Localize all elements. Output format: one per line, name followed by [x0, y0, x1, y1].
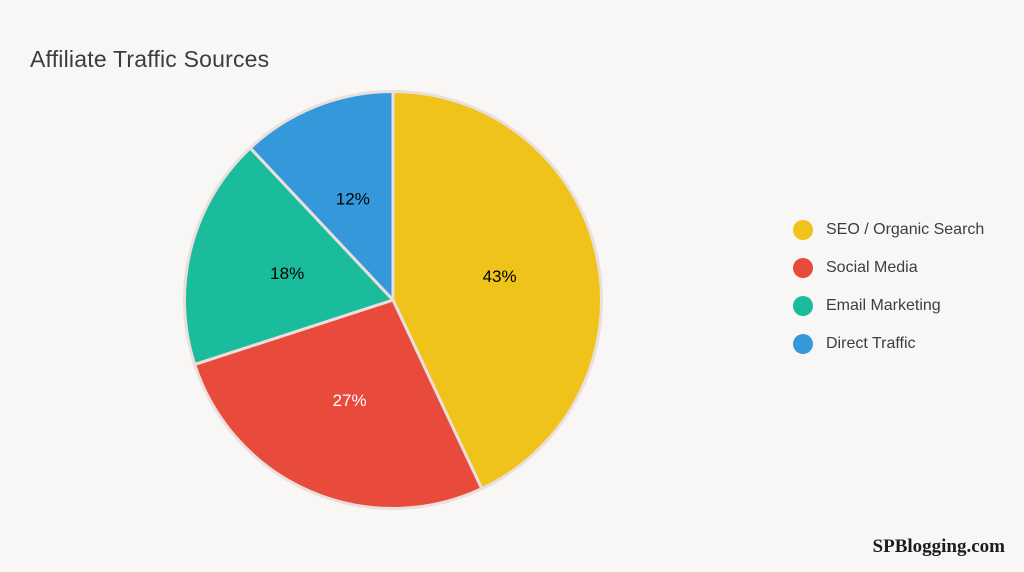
watermark: SPBlogging.com: [872, 536, 1005, 557]
pie-slice-0[interactable]: [391, 90, 603, 491]
legend-item-1[interactable]: Social Media: [793, 258, 984, 278]
legend-swatch-icon: [793, 296, 813, 316]
legend-swatch-icon: [793, 334, 813, 354]
legend: SEO / Organic Search Social Media Email Ma…: [793, 220, 984, 372]
pie-slice-2[interactable]: [183, 146, 395, 366]
pie-chart-area: 43% 27% 18% 12%: [180, 87, 606, 513]
chart-title: Affiliate Traffic Sources: [30, 46, 270, 73]
legend-item-3[interactable]: Direct Traffic: [793, 334, 984, 354]
pie-slice-3[interactable]: [248, 90, 395, 302]
legend-swatch-icon: [793, 220, 813, 240]
legend-label: Direct Traffic: [826, 335, 916, 352]
legend-label: Social Media: [826, 259, 918, 276]
pie-slice-1[interactable]: [193, 298, 484, 510]
legend-item-2[interactable]: Email Marketing: [793, 296, 984, 316]
legend-label: SEO / Organic Search: [826, 221, 985, 238]
pie-chart: 43%27%18%12%: [183, 90, 603, 510]
legend-item-0[interactable]: SEO / Organic Search: [793, 220, 984, 240]
legend-label: Email Marketing: [826, 297, 941, 314]
legend-swatch-icon: [793, 258, 813, 278]
